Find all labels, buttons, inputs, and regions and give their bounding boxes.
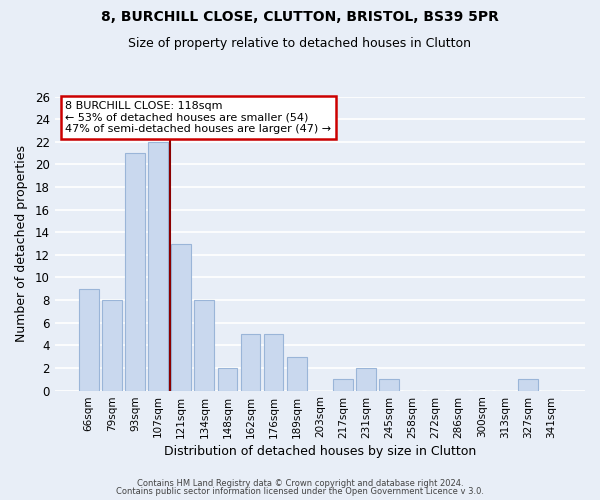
Bar bbox=[194, 300, 214, 390]
Bar bbox=[102, 300, 122, 390]
Y-axis label: Number of detached properties: Number of detached properties bbox=[15, 145, 28, 342]
Text: Contains HM Land Registry data © Crown copyright and database right 2024.: Contains HM Land Registry data © Crown c… bbox=[137, 478, 463, 488]
Bar bbox=[333, 380, 353, 390]
Bar bbox=[264, 334, 283, 390]
Text: Contains public sector information licensed under the Open Government Licence v : Contains public sector information licen… bbox=[116, 487, 484, 496]
Bar bbox=[218, 368, 237, 390]
Text: Size of property relative to detached houses in Clutton: Size of property relative to detached ho… bbox=[128, 38, 472, 51]
Bar bbox=[518, 380, 538, 390]
Text: 8, BURCHILL CLOSE, CLUTTON, BRISTOL, BS39 5PR: 8, BURCHILL CLOSE, CLUTTON, BRISTOL, BS3… bbox=[101, 10, 499, 24]
Bar bbox=[287, 356, 307, 390]
Bar bbox=[148, 142, 168, 390]
Bar bbox=[172, 244, 191, 390]
X-axis label: Distribution of detached houses by size in Clutton: Distribution of detached houses by size … bbox=[164, 444, 476, 458]
Text: 8 BURCHILL CLOSE: 118sqm
← 53% of detached houses are smaller (54)
47% of semi-d: 8 BURCHILL CLOSE: 118sqm ← 53% of detach… bbox=[65, 101, 332, 134]
Bar bbox=[241, 334, 260, 390]
Bar bbox=[356, 368, 376, 390]
Bar bbox=[79, 289, 98, 390]
Bar bbox=[379, 380, 399, 390]
Bar bbox=[125, 153, 145, 390]
